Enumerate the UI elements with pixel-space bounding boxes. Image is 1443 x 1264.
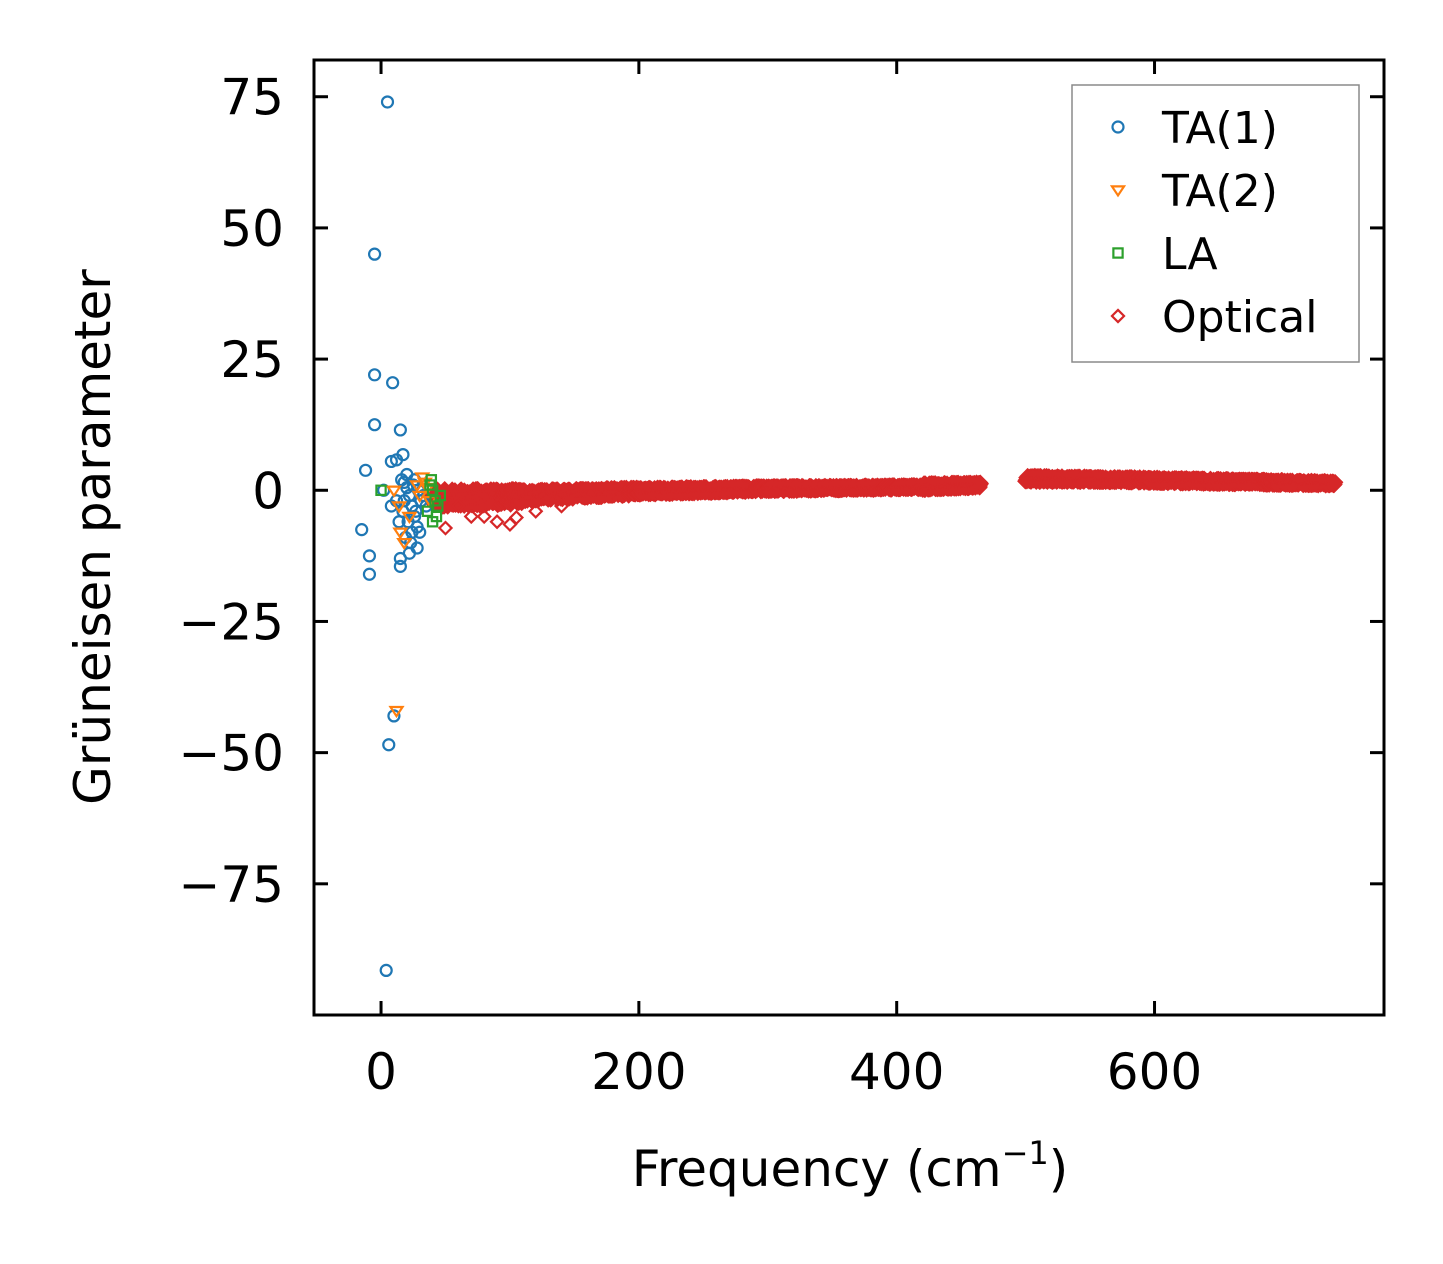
legend-label: TA(2) [1161,166,1278,217]
data-point [463,508,479,525]
data-point [437,520,454,536]
x-axis-label: Frequency (cm−1) [632,1134,1069,1198]
x-tick-label: 0 [365,1043,397,1101]
data-point [410,541,424,555]
data-point [476,508,492,525]
legend-marker [1109,185,1127,198]
series-optical [437,498,570,536]
plot-frame [312,58,1386,1017]
data-point [380,95,395,109]
legend-label: Optical [1162,292,1317,343]
data-point [401,511,418,524]
legend-marker [1111,120,1125,134]
legend-entry: Optical [1110,292,1317,343]
data-point [390,501,408,514]
data-point [405,525,419,539]
y-tick-label: 50 [220,200,284,258]
legend-entry: LA [1112,229,1218,280]
data-point [355,523,369,537]
data-point [397,475,411,490]
legend-label: LA [1162,229,1218,280]
optical-point [972,475,990,492]
legend-label: TA(1) [1161,103,1278,154]
data-point [434,489,447,502]
data-point [358,463,373,477]
data-point [382,738,396,752]
legend-entry: TA(1) [1111,103,1278,154]
x-tick-label: 400 [849,1043,944,1101]
data-point [386,376,400,390]
data-point [392,515,406,529]
data-point [450,498,466,514]
y-tick-label: 0 [252,462,284,520]
data-point [508,509,525,526]
data-point [425,474,438,486]
series-ta-1- [355,95,433,977]
data-point [430,510,443,523]
data-point [367,247,382,261]
y-tick-label: −25 [178,593,284,651]
y-tick-label: −50 [178,725,284,783]
x-tick-label: 200 [591,1043,686,1101]
data-point [385,485,403,498]
data-point [409,504,423,518]
data-point [396,538,413,551]
data-point [528,503,544,519]
legend-marker [1112,247,1124,259]
legend: TA(1) TA(2) LA Optical [1071,84,1360,363]
data-point [367,418,382,432]
optical-point [1327,474,1344,491]
series-la [375,474,447,528]
data-point [389,453,404,467]
data-point [409,480,426,493]
data-point [375,484,387,496]
data-point [413,525,427,539]
y-tick-label: 75 [220,69,284,127]
data-point [362,549,377,563]
legend-marker [1110,308,1126,324]
data-point [393,423,407,437]
data-point [388,705,405,719]
x-tick-label: 600 [1107,1043,1202,1101]
data-point [392,527,409,540]
axes: 0 200 400 600 75 50 25 0 −25 −50 −75 [178,58,1386,1101]
data-point [489,514,505,530]
y-tick-label: 25 [220,331,284,389]
y-axis-label: Grüneisen parameter [64,269,122,805]
optical-band [424,467,1344,515]
data-point [393,559,407,573]
data-marks [355,95,1344,977]
legend-entry: TA(2) [1109,166,1278,217]
y-tick-label: −75 [178,856,284,914]
data-point [367,368,382,382]
data-point [553,498,570,514]
data-point [379,963,393,977]
data-point [362,567,377,581]
